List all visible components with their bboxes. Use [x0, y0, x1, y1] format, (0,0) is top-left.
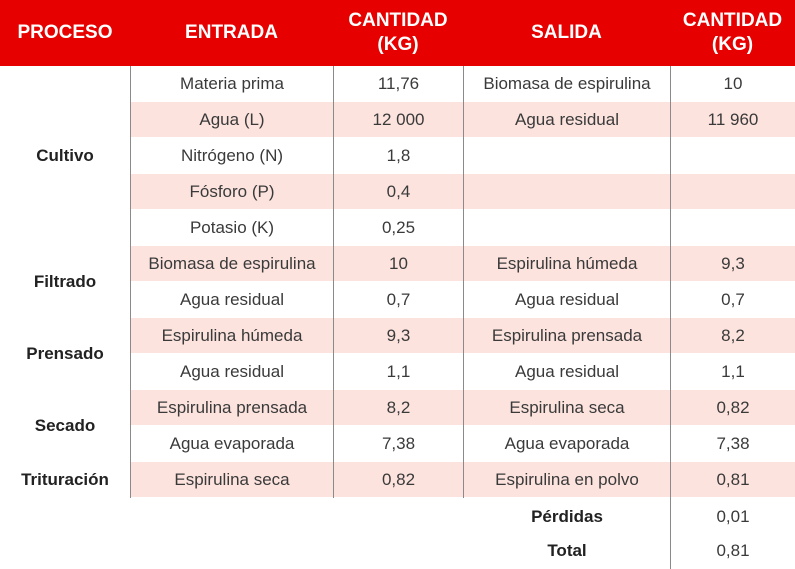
cantidad-salida-cell: 0,7: [721, 290, 745, 309]
cantidad-salida-cell: 8,2: [721, 326, 745, 345]
salida-cell: [464, 210, 670, 246]
total-value: 0,81: [716, 541, 750, 560]
row-stripe: [130, 174, 795, 209]
cantidad-entrada-cell: 8,2: [386, 398, 411, 417]
cantidad-salida-cell: [671, 210, 795, 246]
entrada-cell: Potasio (K): [189, 218, 275, 237]
perdidas-label: Pérdidas: [531, 507, 603, 526]
salida-cell: Biomasa de espirulina: [483, 74, 651, 93]
salida-cell: Agua evaporada: [504, 434, 630, 453]
salida-cell: Agua residual: [515, 362, 619, 381]
salida-cell: Agua residual: [515, 110, 619, 129]
column-divider: [670, 66, 671, 569]
row-stripe: [130, 390, 795, 425]
cantidad-entrada-cell: 0,82: [381, 470, 416, 489]
column-divider: [130, 66, 131, 498]
row-stripe: [130, 246, 795, 281]
row-stripe: [130, 102, 795, 137]
cantidad-entrada-cell: 0,4: [386, 182, 411, 201]
table-header: PROCESO ENTRADA CANTIDAD (KG) SALIDA CAN…: [0, 0, 795, 66]
cantidad-salida-cell: [671, 138, 795, 174]
cantidad-salida-cell: 11 960: [707, 110, 759, 129]
header-salida: SALIDA: [531, 22, 602, 43]
header-cantidad-entrada-line1: CANTIDAD: [348, 10, 448, 31]
column-divider: [333, 66, 334, 498]
header-entrada: ENTRADA: [185, 22, 278, 43]
entrada-cell: Espirulina seca: [174, 470, 290, 489]
cantidad-salida-cell: [671, 174, 795, 210]
process-label: Secado: [34, 416, 96, 435]
entrada-cell: Nitrógeno (N): [180, 146, 284, 165]
cantidad-entrada-cell: 9,3: [386, 326, 411, 345]
column-divider: [463, 66, 464, 498]
cantidad-entrada-cell: 0,7: [386, 290, 411, 309]
salida-cell: [464, 138, 670, 174]
process-label: Trituración: [21, 470, 109, 489]
process-label: Cultivo: [36, 146, 94, 165]
header-cantidad-salida: CANTIDAD (KG): [670, 0, 795, 66]
entrada-cell: Agua evaporada: [169, 434, 295, 453]
header-cantidad-entrada: CANTIDAD (KG): [333, 0, 463, 66]
salida-cell: Espirulina seca: [509, 398, 625, 417]
salida-cell: Espirulina en polvo: [495, 470, 639, 489]
entrada-cell: Fósforo (P): [189, 182, 275, 201]
row-stripe: [130, 462, 795, 497]
cantidad-salida-cell: 9,3: [721, 254, 745, 273]
header-cantidad-salida-line2: (KG): [711, 34, 754, 55]
cantidad-salida-cell: 10: [723, 74, 743, 93]
salida-cell: Agua residual: [515, 290, 619, 309]
entrada-cell: Biomasa de espirulina: [148, 254, 316, 273]
cantidad-entrada-cell: 1,8: [386, 146, 411, 165]
header-proceso: PROCESO: [17, 22, 113, 43]
cantidad-salida-cell: 7,38: [716, 434, 750, 453]
salida-cell: Espirulina húmeda: [496, 254, 638, 273]
header-cantidad-salida-line1: CANTIDAD: [682, 10, 783, 31]
header-cantidad-entrada-line2: (KG): [377, 34, 419, 55]
entrada-cell: Espirulina húmeda: [161, 326, 303, 345]
cantidad-salida-cell: 1,1: [721, 362, 745, 381]
cantidad-entrada-cell: 0,25: [381, 218, 416, 237]
salida-cell: Espirulina prensada: [491, 326, 643, 345]
row-stripe: [130, 318, 795, 353]
cantidad-salida-cell: 0,81: [716, 470, 750, 489]
total-label: Total: [547, 541, 587, 560]
cantidad-entrada-cell: 11,76: [377, 74, 420, 93]
cantidad-entrada-cell: 10: [389, 254, 408, 273]
entrada-cell: Agua residual: [180, 290, 284, 309]
cantidad-salida-cell: 0,82: [716, 398, 750, 417]
perdidas-value: 0,01: [716, 507, 750, 526]
cantidad-entrada-cell: 1,1: [386, 362, 411, 381]
process-label: Prensado: [26, 344, 104, 363]
cantidad-entrada-cell: 7,38: [381, 434, 416, 453]
entrada-cell: Materia prima: [180, 74, 284, 93]
entrada-cell: Agua (L): [199, 110, 265, 129]
entrada-cell: Espirulina prensada: [156, 398, 308, 417]
cantidad-entrada-cell: 12 000: [372, 110, 425, 129]
entrada-cell: Agua residual: [180, 362, 284, 381]
salida-cell: [464, 174, 670, 210]
process-label: Filtrado: [33, 272, 97, 291]
